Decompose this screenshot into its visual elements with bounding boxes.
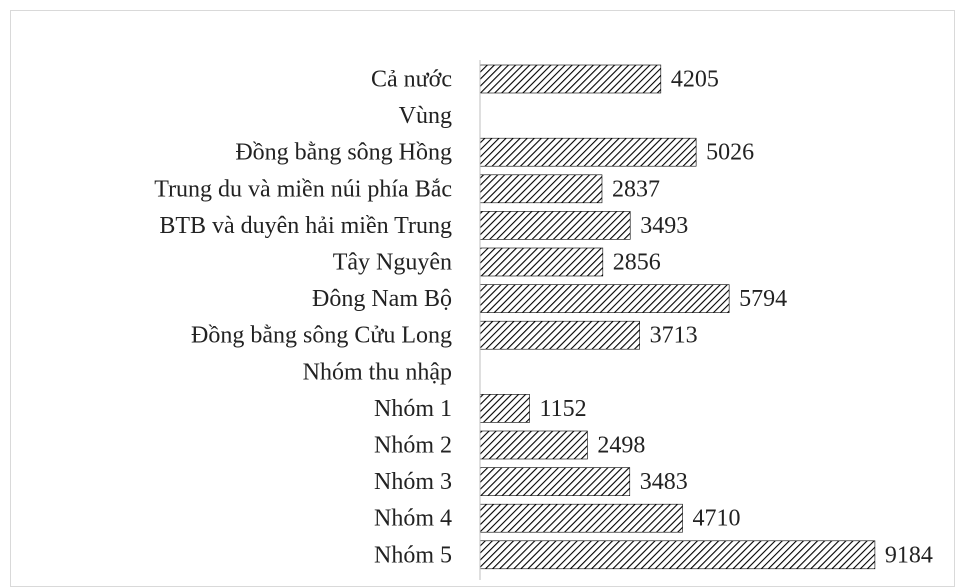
value-label: 4710 <box>693 506 741 532</box>
bar <box>479 540 876 570</box>
bar <box>479 467 631 496</box>
bar <box>479 394 530 423</box>
y-tick-label: Đồng bằng sông Cửu Long <box>191 323 452 349</box>
y-tick-label: Cả nước <box>371 67 452 93</box>
y-tick-label: Nhóm 5 <box>374 542 452 568</box>
value-label: 3493 <box>640 213 688 239</box>
bar <box>479 137 697 167</box>
value-label: 3483 <box>640 469 688 495</box>
y-tick-label: Nhóm thu nhập <box>303 359 452 385</box>
y-tick-label: Vùng <box>399 103 452 129</box>
y-tick-label: Đồng bằng sông Hồng <box>235 140 452 166</box>
value-label: 9184 <box>885 542 933 568</box>
value-label: 2856 <box>613 250 661 276</box>
bar <box>479 503 683 533</box>
y-tick-label: Đông Nam Bộ <box>312 286 452 312</box>
value-label: 2498 <box>597 433 645 459</box>
value-label: 5794 <box>739 286 787 312</box>
y-tick-label: Nhóm 4 <box>374 506 452 532</box>
bar <box>479 284 730 313</box>
y-tick-label: Nhóm 3 <box>374 469 452 495</box>
y-tick-label: Tây Nguyên <box>333 250 452 276</box>
y-tick-label: Trung du và miền núi phía Bắc <box>154 176 452 202</box>
value-label: 3713 <box>650 323 698 349</box>
value-label: 2837 <box>612 176 660 202</box>
value-label: 1152 <box>540 396 587 422</box>
y-tick-label: Nhóm 2 <box>374 433 452 459</box>
value-label: 5026 <box>706 140 754 166</box>
bar <box>479 430 588 460</box>
bar <box>479 320 640 350</box>
y-tick-label: Nhóm 1 <box>374 396 452 422</box>
bar <box>479 247 604 277</box>
y-tick-label: BTB và duyên hải miền Trung <box>159 213 452 239</box>
bar <box>479 211 631 240</box>
bar <box>479 174 603 204</box>
value-label: 4205 <box>671 67 719 93</box>
bar <box>479 64 662 94</box>
